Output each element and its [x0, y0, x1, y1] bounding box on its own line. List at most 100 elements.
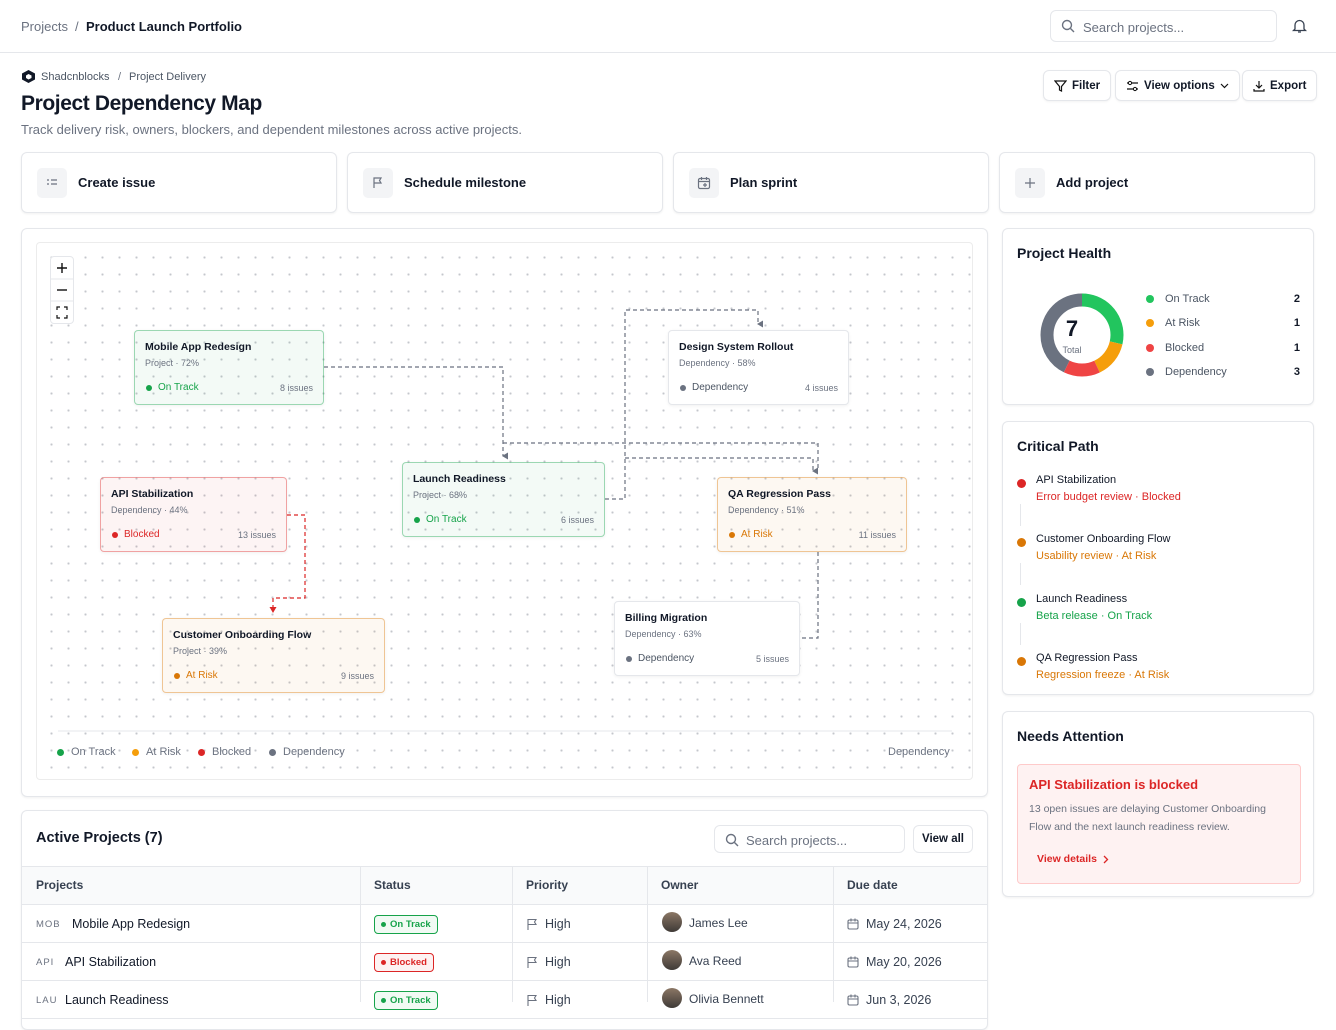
- health-label: Blocked: [1165, 341, 1205, 354]
- icon: [697, 177, 711, 190]
- status-badge: Blocked: [374, 953, 434, 972]
- project-node[interactable]: Launch Readiness Project · 68% On Track 6 i…: [402, 462, 605, 537]
- export-button[interactable]: Export: [1242, 70, 1318, 101]
- brand-crumb[interactable]: Shadcnblocks: [41, 71, 110, 83]
- due-date: Jun 3, 2026: [866, 993, 932, 1007]
- action-icon: [363, 168, 393, 198]
- donut-segment: [1040, 293, 1124, 377]
- breadcrumb-current: Product Launch Portfolio: [86, 19, 242, 34]
- health-label: At Risk: [1165, 317, 1200, 330]
- path-line: [1020, 563, 1021, 586]
- owner: Olivia Bennett: [689, 992, 764, 1006]
- path-line: [1020, 504, 1021, 526]
- status-dot: [381, 998, 386, 1003]
- node-meta: Project · 68%: [413, 490, 468, 500]
- action-icon: [37, 168, 67, 198]
- health-label: On Track: [1165, 293, 1210, 305]
- project-node[interactable]: Billing Migration Dependency · 63% Depende…: [614, 601, 800, 676]
- action-card[interactable]: Schedule milestone: [347, 152, 663, 213]
- node-issues: 9 issues: [340, 671, 374, 681]
- table-header: [22, 866, 987, 905]
- path-name: Customer Onboarding Flow: [1036, 533, 1171, 546]
- icon: [373, 177, 383, 188]
- breadcrumb-root[interactable]: Projects: [21, 19, 68, 34]
- action-label: Plan sprint: [730, 175, 798, 190]
- node-name: Design System Rollout: [679, 341, 794, 353]
- path-detail: Beta release · On Track: [1036, 609, 1153, 622]
- priority: High: [545, 917, 571, 931]
- donut-total-label: Total: [1062, 345, 1082, 355]
- path-name: Launch Readiness: [1036, 592, 1128, 605]
- node-meta: Dependency · 51%: [728, 505, 805, 515]
- search-box[interactable]: Search projects...: [1050, 10, 1277, 42]
- health-value: 2: [1293, 293, 1300, 305]
- table-row[interactable]: [22, 943, 987, 981]
- project-node[interactable]: QA Regression Pass Dependency · 51% At Ris…: [717, 477, 907, 552]
- node-status: On Track: [426, 514, 467, 525]
- breadcrumb-sep: /: [75, 19, 79, 34]
- button-label: Export: [1270, 79, 1307, 92]
- column-header: Projects: [36, 878, 84, 892]
- node-issues: 11 issues: [858, 530, 896, 540]
- filter-button[interactable]: Filter: [1043, 70, 1112, 101]
- action-card[interactable]: Plan sprint: [673, 152, 989, 213]
- column-header: Priority: [526, 878, 569, 892]
- button-label: Filter: [1072, 79, 1101, 92]
- view-all-button[interactable]: View all: [913, 825, 973, 853]
- action-card[interactable]: Add project: [999, 152, 1315, 213]
- health-dot: [1146, 343, 1154, 352]
- action-card[interactable]: Create issue: [21, 152, 337, 213]
- alert-box: API Stabilization is blocked 13 open iss…: [1017, 764, 1301, 884]
- bell-icon[interactable]: [1292, 18, 1307, 34]
- health-value: 1: [1293, 341, 1300, 354]
- project-code: API: [36, 957, 55, 968]
- path-dot: [1017, 479, 1026, 488]
- table-row[interactable]: [22, 905, 987, 943]
- avatar: [662, 950, 682, 970]
- status-badge: On Track: [374, 991, 438, 1010]
- status-dot: [381, 960, 386, 965]
- critical-card: [1002, 421, 1314, 695]
- priority: High: [545, 993, 571, 1007]
- attention-title: Needs Attention: [1017, 728, 1124, 744]
- legend-label: On Track: [71, 746, 116, 758]
- health-value: 1: [1293, 317, 1300, 330]
- path-dot: [1017, 538, 1026, 548]
- table-search[interactable]: Search projects...: [714, 825, 905, 853]
- flag-icon: [527, 918, 537, 930]
- node-issues: 5 issues: [755, 654, 789, 664]
- node-name: API Stabilization: [111, 488, 194, 500]
- legend-dot: [57, 749, 64, 756]
- view-options-button[interactable]: View options: [1115, 70, 1240, 101]
- project-node[interactable]: API Stabilization Dependency · 44% Blocked…: [100, 477, 287, 552]
- column-header: Owner: [661, 878, 699, 892]
- owner: Ava Reed: [689, 954, 742, 968]
- top-bar: [0, 0, 1336, 53]
- alert-body: 13 open issues are delaying Customer Onb…: [1029, 803, 1266, 833]
- project-name: API Stabilization: [65, 955, 157, 969]
- flag-icon: [527, 956, 537, 968]
- project-node[interactable]: Mobile App Redesign Project · 72% On Track…: [134, 330, 324, 405]
- calendar-icon: [847, 994, 859, 1006]
- node-status: Dependency: [638, 653, 695, 664]
- section-crumb[interactable]: Project Delivery: [129, 71, 207, 83]
- node-name: QA Regression Pass: [728, 488, 831, 500]
- status-dot: [146, 385, 152, 391]
- node-issues: 13 issues: [237, 530, 276, 540]
- column-divider: [512, 866, 513, 1002]
- alert-link[interactable]: View details: [1037, 853, 1109, 865]
- due-date: May 24, 2026: [866, 917, 942, 931]
- legend-dot: [132, 749, 139, 756]
- calendar-icon: [847, 918, 859, 930]
- zoom-icons: [51, 263, 73, 319]
- project-node[interactable]: Customer Onboarding Flow Project · 39% At …: [162, 618, 385, 693]
- legend-label: At Risk: [146, 746, 181, 758]
- project-node[interactable]: Design System Rollout Dependency · 58% Dep…: [668, 330, 849, 405]
- action-icon: [689, 168, 719, 198]
- health-value: 3: [1293, 365, 1300, 378]
- path-dot: [1017, 597, 1026, 607]
- page-title: Project Dependency Map: [21, 92, 262, 115]
- project-code: MOB: [36, 919, 61, 930]
- node-meta: Project · 72%: [145, 358, 200, 368]
